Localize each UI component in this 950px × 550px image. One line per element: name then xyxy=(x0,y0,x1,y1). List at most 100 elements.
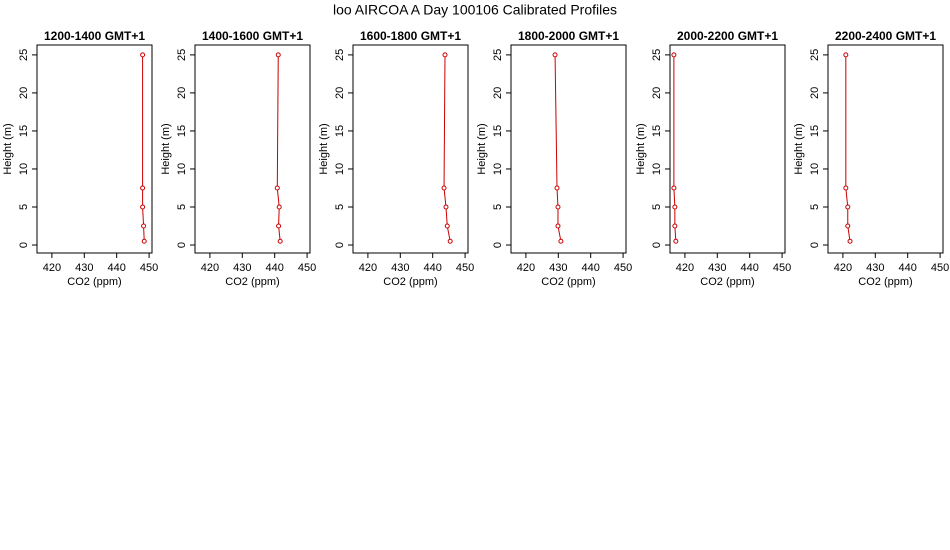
x-tick-label: 430 xyxy=(75,262,93,274)
figure-title: loo AIRCOA A Day 100106 Calibrated Profi… xyxy=(333,2,617,18)
y-tick-label: 20 xyxy=(651,87,663,99)
profile-point xyxy=(444,223,450,229)
x-axis-label: CO2 (ppm) xyxy=(225,276,279,288)
y-tick-label: 10 xyxy=(492,163,504,175)
x-tick-label: 420 xyxy=(676,262,694,274)
y-tick-label: 0 xyxy=(492,242,504,248)
y-tick-label: 20 xyxy=(176,87,188,99)
y-tick-label: 0 xyxy=(18,242,30,248)
y-tick-label: 5 xyxy=(334,204,346,210)
plot-frame xyxy=(36,44,153,254)
profile-point xyxy=(558,238,564,244)
profile-point xyxy=(845,223,851,229)
profile-point xyxy=(555,223,561,229)
y-tick-label: 15 xyxy=(334,125,346,137)
y-tick-label: 25 xyxy=(809,49,821,61)
y-tick-label: 0 xyxy=(334,242,346,248)
profile-point xyxy=(843,52,849,58)
y-tick-label: 5 xyxy=(176,204,188,210)
x-tick-label: 450 xyxy=(773,262,791,274)
panel-title: 1600-1800 GMT+1 xyxy=(360,29,461,43)
y-tick-label: 20 xyxy=(492,87,504,99)
y-tick-label: 10 xyxy=(176,163,188,175)
y-tick-label: 20 xyxy=(18,87,30,99)
profile-point xyxy=(671,185,677,191)
panel-title: 1200-1400 GMT+1 xyxy=(44,29,145,43)
y-tick-label: 10 xyxy=(334,163,346,175)
profile-point xyxy=(276,223,282,229)
profile-point xyxy=(672,204,678,210)
profile-point xyxy=(140,185,146,191)
profile-point xyxy=(447,238,453,244)
panel-title: 1400-1600 GMT+1 xyxy=(202,29,303,43)
profile-point xyxy=(442,52,448,58)
x-tick-label: 430 xyxy=(391,262,409,274)
x-tick-label: 430 xyxy=(708,262,726,274)
y-tick-label: 15 xyxy=(651,125,663,137)
plot-frame xyxy=(827,44,944,254)
y-axis-label: Height (m) xyxy=(160,123,172,174)
y-tick-label: 25 xyxy=(492,49,504,61)
y-tick-label: 25 xyxy=(176,49,188,61)
y-tick-label: 20 xyxy=(334,87,346,99)
x-tick-label: 430 xyxy=(549,262,567,274)
profile-point xyxy=(845,204,851,210)
x-tick-label: 420 xyxy=(517,262,535,274)
y-tick-label: 5 xyxy=(492,204,504,210)
y-tick-label: 20 xyxy=(809,87,821,99)
y-tick-label: 5 xyxy=(18,204,30,210)
x-tick-label: 440 xyxy=(266,262,284,274)
y-tick-label: 5 xyxy=(809,204,821,210)
x-axis-label: CO2 (ppm) xyxy=(858,276,912,288)
y-axis-label: Height (m) xyxy=(476,123,488,174)
x-tick-label: 450 xyxy=(298,262,316,274)
profile-point xyxy=(274,185,280,191)
panel-title: 1800-2000 GMT+1 xyxy=(518,29,619,43)
profile-point xyxy=(276,204,282,210)
y-tick-label: 25 xyxy=(334,49,346,61)
x-tick-label: 420 xyxy=(834,262,852,274)
profile-point xyxy=(843,185,849,191)
profile-point xyxy=(443,204,449,210)
plot-frame xyxy=(510,44,627,254)
profile-point xyxy=(552,52,558,58)
x-axis-label: CO2 (ppm) xyxy=(700,276,754,288)
x-tick-label: 430 xyxy=(233,262,251,274)
x-tick-label: 450 xyxy=(140,262,158,274)
x-tick-label: 450 xyxy=(456,262,474,274)
profile-point xyxy=(140,204,146,210)
plot-frame xyxy=(352,44,469,254)
profile-point xyxy=(277,238,283,244)
y-tick-label: 0 xyxy=(651,242,663,248)
profile-point xyxy=(140,52,146,58)
x-tick-label: 440 xyxy=(741,262,759,274)
x-tick-label: 440 xyxy=(899,262,917,274)
y-axis-label: Height (m) xyxy=(793,123,805,174)
y-tick-label: 25 xyxy=(18,49,30,61)
y-tick-label: 15 xyxy=(492,125,504,137)
y-axis-label: Height (m) xyxy=(2,123,14,174)
panel-title: 2000-2200 GMT+1 xyxy=(677,29,778,43)
y-axis-label: Height (m) xyxy=(318,123,330,174)
panel-title: 2200-2400 GMT+1 xyxy=(835,29,936,43)
x-axis-label: CO2 (ppm) xyxy=(383,276,437,288)
x-tick-label: 430 xyxy=(866,262,884,274)
profile-point xyxy=(141,238,147,244)
y-tick-label: 25 xyxy=(651,49,663,61)
profile-point xyxy=(141,223,147,229)
x-tick-label: 440 xyxy=(424,262,442,274)
y-tick-label: 0 xyxy=(809,242,821,248)
profile-point xyxy=(847,238,853,244)
x-tick-label: 450 xyxy=(931,262,949,274)
x-tick-label: 420 xyxy=(359,262,377,274)
y-axis-label: Height (m) xyxy=(635,123,647,174)
profile-point xyxy=(555,204,561,210)
x-tick-label: 440 xyxy=(582,262,600,274)
profile-point xyxy=(275,52,281,58)
y-tick-label: 0 xyxy=(176,242,188,248)
profile-point xyxy=(673,238,679,244)
profile-point xyxy=(672,223,678,229)
profile-point xyxy=(554,185,560,191)
